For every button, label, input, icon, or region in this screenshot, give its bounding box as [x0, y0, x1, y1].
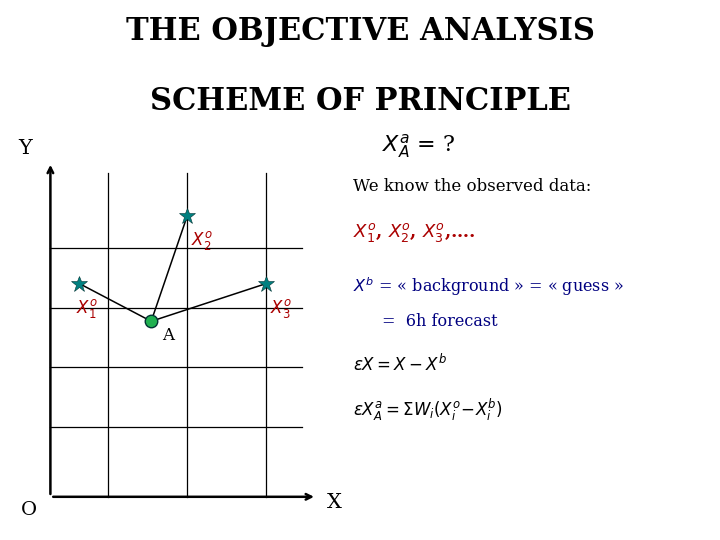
Text: THE OBJECTIVE ANALYSIS: THE OBJECTIVE ANALYSIS: [125, 16, 595, 47]
Text: SCHEME OF PRINCIPLE: SCHEME OF PRINCIPLE: [150, 86, 570, 117]
Text: $X_2^o$: $X_2^o$: [191, 230, 212, 253]
Text: Y: Y: [18, 139, 32, 158]
Text: $X_3^o$: $X_3^o$: [270, 297, 292, 320]
Text: $X^a_A$ = ?: $X^a_A$ = ?: [382, 132, 455, 160]
Text: =  6h forecast: = 6h forecast: [382, 313, 498, 330]
Text: $\varepsilon X = X - X^b$: $\varepsilon X = X - X^b$: [353, 354, 447, 375]
Text: $X^b$ = « background » = « guess »: $X^b$ = « background » = « guess »: [353, 275, 624, 298]
Text: A: A: [162, 327, 174, 343]
Text: We know the observed data:: We know the observed data:: [353, 178, 591, 195]
Text: O: O: [21, 501, 37, 519]
Text: $X_1^o$, $X_2^o$, $X_3^o$,….: $X_1^o$, $X_2^o$, $X_3^o$,….: [353, 221, 475, 245]
Text: $X_1^o$: $X_1^o$: [76, 297, 97, 320]
Text: $\varepsilon X^a_A = \Sigma W_i(X_i^o\!-\!X_i^b)$: $\varepsilon X^a_A = \Sigma W_i(X_i^o\!-…: [353, 397, 503, 423]
Text: X: X: [328, 492, 342, 512]
